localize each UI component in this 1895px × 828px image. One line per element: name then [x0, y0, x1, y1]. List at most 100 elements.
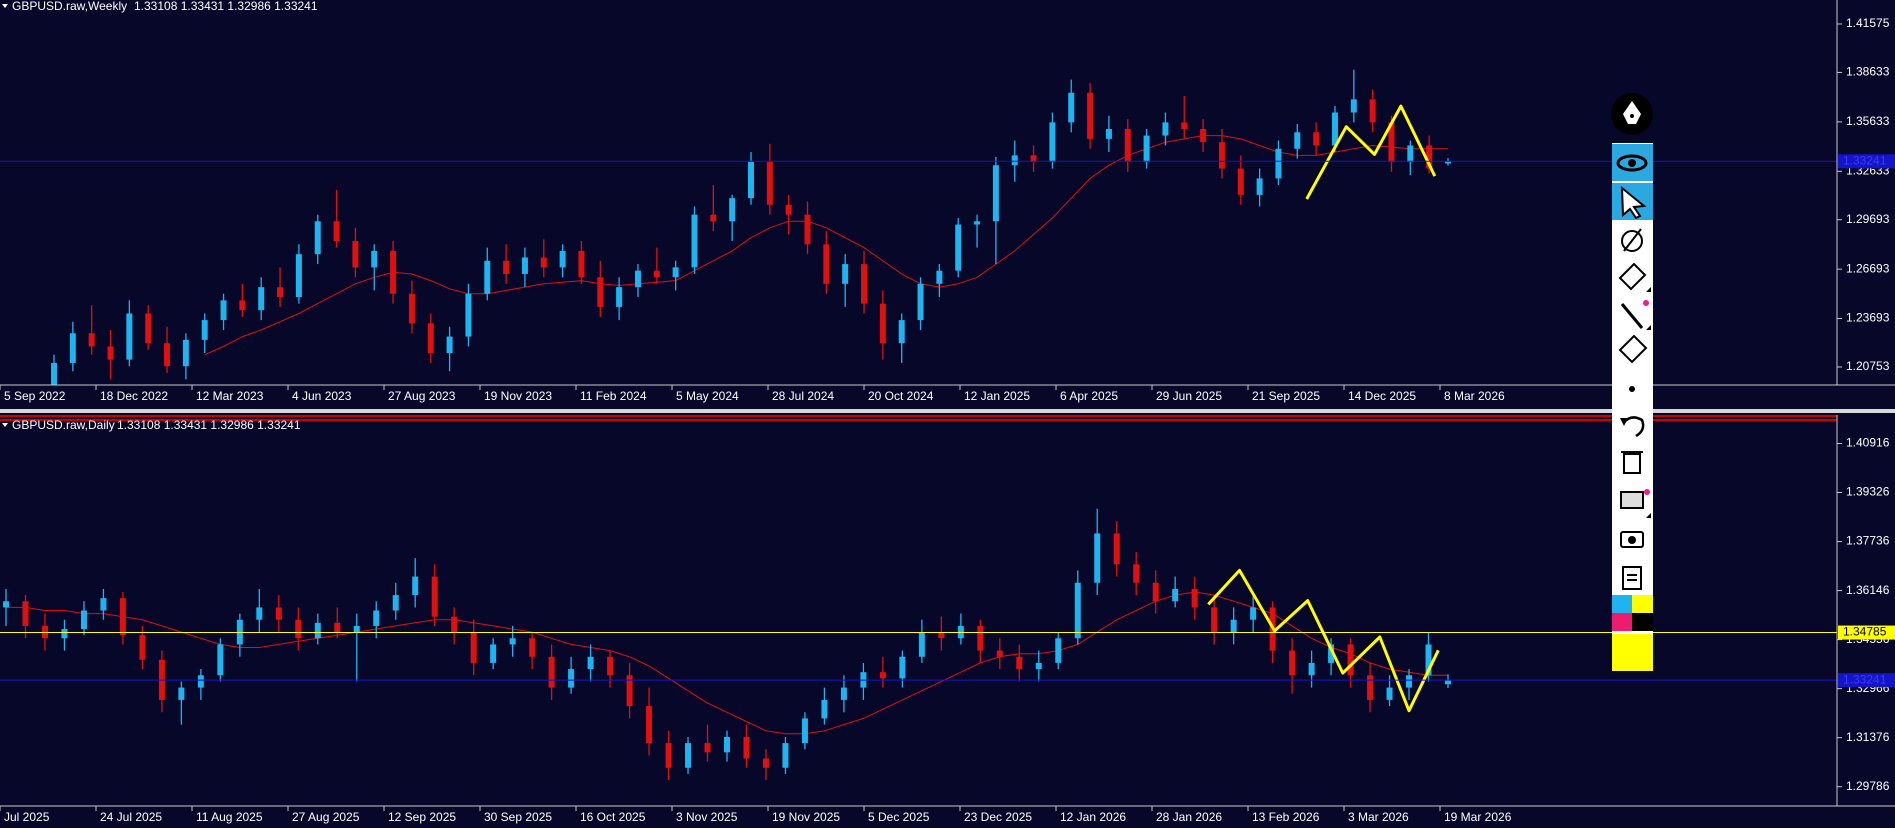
- candle-body: [804, 214, 811, 245]
- candle-body: [1313, 132, 1320, 146]
- candle-body: [653, 270, 660, 278]
- line-button[interactable]: [1620, 303, 1651, 330]
- candle-body: [295, 619, 302, 639]
- eye-icon: [1616, 154, 1648, 172]
- candle-body: [119, 598, 126, 636]
- plot-area: [3, 508, 1451, 781]
- submenu-corner: [1646, 287, 1651, 292]
- candle-body: [334, 622, 341, 633]
- candle-body: [1162, 122, 1169, 136]
- header-arrow[interactable]: [2, 4, 8, 8]
- candle-body: [634, 270, 641, 288]
- current-color[interactable]: [1612, 634, 1653, 671]
- color-swatch[interactable]: [1612, 613, 1632, 631]
- moving-average: [6, 591, 1448, 735]
- candle-body: [51, 362, 57, 385]
- undo-icon: [1620, 418, 1628, 426]
- x-tick-label: 23 Dec 2025: [964, 810, 1032, 824]
- candle-body: [710, 214, 717, 222]
- candle-body: [80, 610, 87, 630]
- candle-body: [1181, 122, 1188, 129]
- candle-body: [821, 699, 828, 719]
- x-tick-label: 4 Jun 2023: [292, 389, 352, 403]
- pane-title: GBPUSD.raw,Weekly: [12, 0, 127, 13]
- x-tick-label: 11 Aug 2025: [196, 810, 263, 824]
- bid-label: 1.33241: [1843, 672, 1887, 686]
- horizontal-line-label: 1.34785: [1843, 625, 1887, 639]
- candle-body: [766, 161, 773, 205]
- compass-button[interactable]: [1621, 228, 1643, 252]
- candle-body: [373, 610, 380, 626]
- candle-body: [164, 343, 171, 367]
- candle-body: [107, 346, 114, 360]
- trash-button[interactable]: [1621, 451, 1643, 474]
- candle-body: [1289, 650, 1296, 676]
- brush-icon: [1618, 262, 1647, 291]
- brush-button[interactable]: [1618, 262, 1651, 306]
- x-tick-label: 24 Jul 2025: [100, 810, 162, 824]
- eraser-button[interactable]: [1618, 334, 1648, 364]
- header-arrow[interactable]: [2, 423, 8, 427]
- candle-body: [1124, 128, 1131, 162]
- candle-body: [762, 758, 769, 768]
- candle-body: [1328, 644, 1335, 663]
- compass-icon: [1621, 230, 1643, 252]
- candle-body: [446, 336, 453, 354]
- candle-body: [1087, 92, 1094, 139]
- candle-body: [724, 736, 730, 753]
- candle-body: [996, 650, 1003, 657]
- candle-body: [470, 632, 477, 663]
- color-swatch[interactable]: [1612, 595, 1632, 613]
- x-tick-label: 13 Feb 2026: [1252, 810, 1320, 824]
- candle-body: [352, 241, 359, 268]
- undo-button[interactable]: [1620, 416, 1645, 438]
- color-swatch[interactable]: [1632, 613, 1653, 631]
- candle-body: [3, 601, 9, 608]
- candle-body: [1331, 112, 1338, 146]
- candle-body: [427, 323, 434, 354]
- camera-button[interactable]: [1620, 531, 1644, 548]
- candle-body: [1035, 662, 1042, 670]
- candle-body: [1055, 638, 1062, 663]
- clipboard-button[interactable]: [1622, 566, 1642, 590]
- candle-body: [275, 607, 282, 620]
- x-tick-label: Jul 2025: [4, 810, 50, 824]
- camera-icon: [1628, 536, 1636, 544]
- candle-body: [277, 287, 284, 298]
- candle-body: [938, 632, 945, 639]
- dot-button[interactable]: [1629, 386, 1635, 392]
- candle-body: [371, 250, 378, 268]
- x-tick-label: 29 Jun 2025: [1156, 389, 1222, 403]
- candle-body: [1407, 145, 1414, 162]
- line-icon: [1620, 303, 1644, 329]
- candle-body: [1237, 168, 1244, 195]
- candle-body: [1275, 148, 1282, 179]
- horizontal-line-label-box: [1838, 625, 1895, 640]
- candle-body: [1105, 128, 1112, 139]
- candle-body: [704, 743, 711, 753]
- candle-body: [353, 625, 360, 633]
- x-tick-label: 12 Mar 2023: [196, 389, 264, 403]
- screen-button[interactable]: [1620, 489, 1651, 518]
- candle-body: [842, 264, 849, 284]
- candle-body: [1406, 675, 1413, 688]
- undo-icon: [1623, 416, 1645, 438]
- pen-icon-dot: [1630, 114, 1634, 118]
- candle-body: [484, 260, 491, 294]
- candle-body: [521, 257, 528, 274]
- color-swatch[interactable]: [1632, 595, 1653, 613]
- candle-body: [145, 313, 152, 344]
- candle-body: [974, 221, 981, 225]
- candle-body: [782, 743, 789, 768]
- pane-quote: 1.33108 1.33431 1.32986 1.33241: [117, 418, 301, 432]
- candle-body: [139, 635, 146, 660]
- cursor-icon: [1620, 185, 1647, 220]
- x-tick-label: 21 Sep 2025: [1252, 389, 1320, 403]
- clipboard-icon: [1622, 566, 1642, 590]
- candle-body: [333, 221, 340, 242]
- eraser-icon: [1618, 334, 1648, 364]
- screen-icon: [1620, 491, 1644, 509]
- x-tick-label: 14 Dec 2025: [1348, 389, 1416, 403]
- candle-body: [785, 204, 792, 215]
- y-tick-label: 1.20753: [1846, 359, 1890, 373]
